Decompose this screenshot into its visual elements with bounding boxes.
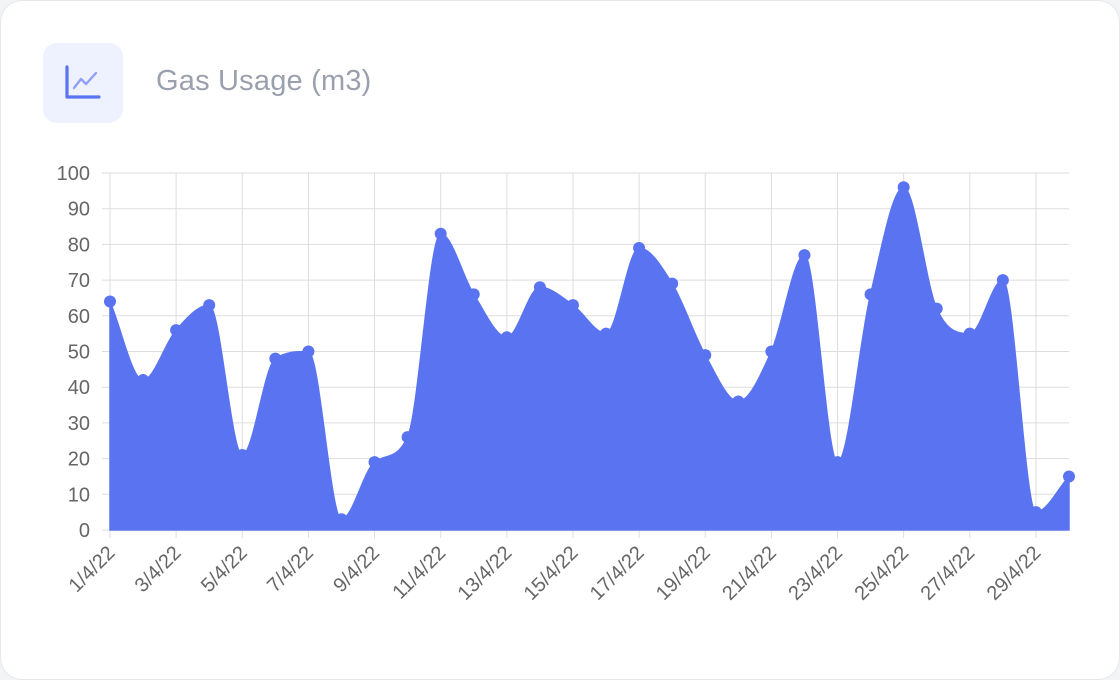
data-point bbox=[864, 288, 877, 301]
y-tick-label: 10 bbox=[68, 484, 90, 506]
data-point bbox=[666, 277, 679, 290]
y-tick-label: 30 bbox=[68, 413, 90, 435]
data-point bbox=[732, 395, 745, 408]
x-tick-label: 15/4/22 bbox=[520, 542, 583, 605]
area-layer bbox=[109, 186, 1070, 531]
y-tick-label: 40 bbox=[68, 377, 90, 399]
data-point bbox=[302, 345, 315, 358]
usage-area bbox=[109, 186, 1070, 531]
data-point bbox=[533, 281, 546, 294]
chart-icon-badge bbox=[43, 43, 123, 123]
x-tick-label: 1/4/22 bbox=[65, 542, 120, 597]
y-tick-label: 100 bbox=[57, 163, 90, 185]
y-tick-label: 50 bbox=[68, 342, 90, 364]
y-tick-label: 90 bbox=[68, 199, 90, 221]
data-point bbox=[1029, 506, 1042, 519]
data-point bbox=[699, 349, 712, 362]
data-point bbox=[798, 249, 811, 262]
x-tick-label: 23/4/22 bbox=[784, 542, 847, 605]
line-chart-icon bbox=[65, 65, 101, 99]
x-tick-label: 11/4/22 bbox=[389, 542, 451, 604]
x-tick-label: 19/4/22 bbox=[652, 542, 715, 605]
y-tick-label: 80 bbox=[68, 234, 90, 256]
x-tick-label: 21/4/22 bbox=[718, 542, 781, 605]
data-point bbox=[236, 449, 249, 462]
y-tick-label: 20 bbox=[68, 449, 90, 471]
x-tick-label: 9/4/22 bbox=[329, 542, 384, 597]
y-tick-label: 70 bbox=[68, 270, 90, 292]
x-tick-label: 29/4/22 bbox=[983, 542, 1046, 605]
data-point bbox=[600, 327, 613, 340]
x-tick-label: 17/4/22 bbox=[586, 542, 649, 605]
chart-title: Gas Usage (m3) bbox=[156, 65, 372, 97]
x-tick-label: 27/4/22 bbox=[917, 542, 980, 605]
data-point bbox=[104, 295, 116, 308]
data-point bbox=[831, 456, 844, 469]
data-point bbox=[566, 299, 579, 312]
data-point bbox=[368, 456, 381, 469]
data-point bbox=[930, 302, 943, 315]
y-tick-label: 60 bbox=[68, 306, 90, 328]
data-point bbox=[203, 299, 216, 312]
data-point bbox=[269, 352, 282, 365]
data-point bbox=[137, 374, 150, 387]
x-tick-label: 25/4/22 bbox=[850, 542, 913, 605]
data-point bbox=[170, 324, 183, 337]
x-tick-label: 3/4/22 bbox=[131, 542, 186, 597]
data-point bbox=[963, 327, 976, 340]
data-point bbox=[897, 181, 910, 194]
x-tick-label: 13/4/22 bbox=[454, 542, 517, 605]
data-point bbox=[1063, 470, 1075, 483]
data-point bbox=[335, 513, 348, 526]
data-point bbox=[765, 345, 778, 358]
data-point bbox=[467, 288, 480, 301]
points-layer bbox=[104, 181, 1075, 526]
data-point bbox=[996, 274, 1009, 287]
x-tick-label: 5/4/22 bbox=[197, 542, 252, 597]
data-point bbox=[401, 431, 414, 444]
data-point bbox=[434, 227, 447, 240]
data-point bbox=[500, 331, 513, 344]
x-tick-label: 7/4/22 bbox=[263, 542, 318, 597]
y-tick-label: 0 bbox=[79, 520, 90, 542]
data-point bbox=[633, 241, 646, 254]
